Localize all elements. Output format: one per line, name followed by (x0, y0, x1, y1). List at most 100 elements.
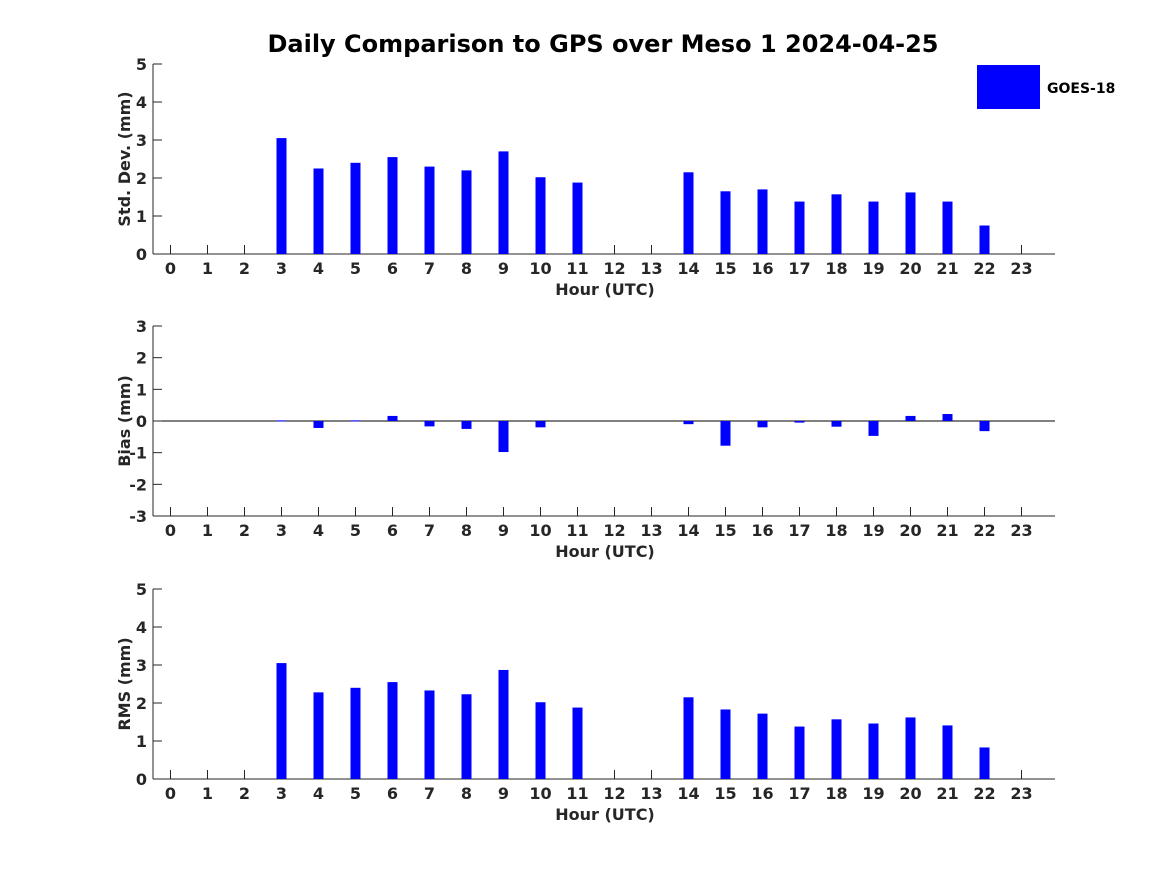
x-tick-label: 6 (387, 259, 398, 278)
y-tick-label: 1 (136, 207, 147, 226)
rms-bar-hour-20 (905, 717, 916, 779)
x-tick-label: 23 (1010, 521, 1032, 540)
bias-bar-hour-22 (979, 421, 990, 432)
std-dev-bar-hour-11 (572, 182, 583, 254)
rms-bar-hour-10 (535, 702, 546, 779)
std-dev-bar-hour-19 (868, 201, 879, 254)
x-tick-label: 4 (313, 784, 324, 803)
bias-bar-hour-18 (831, 421, 842, 427)
rms-bar-hour-19 (868, 723, 879, 779)
x-tick-label: 1 (202, 521, 213, 540)
y-axis-label: Std. Dev. (mm) (115, 91, 134, 226)
y-tick-label: 3 (136, 317, 147, 336)
legend: GOES-18 (977, 65, 1115, 109)
std-dev-bar-hour-17 (794, 201, 805, 254)
x-tick-label: 20 (899, 784, 921, 803)
x-axis-label: Hour (UTC) (555, 542, 655, 561)
y-tick-label: 0 (136, 412, 147, 431)
legend-swatch (977, 65, 1040, 109)
x-tick-label: 3 (276, 521, 287, 540)
y-tick-label: 5 (136, 580, 147, 599)
x-tick-label: 20 (899, 521, 921, 540)
x-tick-label: 18 (825, 784, 847, 803)
rms-bar-hour-16 (757, 713, 768, 779)
x-tick-label: 15 (714, 784, 736, 803)
x-tick-label: 11 (566, 521, 588, 540)
x-tick-label: 13 (640, 259, 662, 278)
rms-bar-hour-9 (498, 669, 509, 779)
rms-bar-hour-6 (387, 682, 398, 779)
x-axis-label: Hour (UTC) (555, 805, 655, 824)
y-tick-label: 4 (136, 93, 147, 112)
x-tick-label: 22 (973, 521, 995, 540)
x-tick-label: 21 (936, 784, 958, 803)
y-tick-label: -2 (129, 475, 147, 494)
std-dev-bar-hour-18 (831, 194, 842, 254)
x-tick-label: 0 (165, 259, 176, 278)
x-tick-label: 19 (862, 521, 884, 540)
x-tick-label: 11 (566, 259, 588, 278)
bias-bar-hour-3 (276, 420, 287, 422)
x-tick-label: 8 (461, 259, 472, 278)
x-tick-label: 11 (566, 784, 588, 803)
x-tick-label: 14 (677, 521, 699, 540)
bias-bar-hour-9 (498, 421, 509, 453)
x-tick-label: 7 (424, 784, 435, 803)
bias-bar-hour-17 (794, 421, 805, 423)
x-tick-label: 4 (313, 521, 324, 540)
std-dev-bar-hour-5 (350, 162, 361, 254)
std-dev-bar-hour-6 (387, 157, 398, 254)
x-axis-label: Hour (UTC) (555, 280, 655, 299)
y-tick-label: 2 (136, 169, 147, 188)
rms-bar-hour-11 (572, 707, 583, 779)
rms-bar-hour-3 (276, 663, 287, 779)
rms-bar-hour-4 (313, 692, 324, 779)
x-tick-label: 2 (239, 521, 250, 540)
x-tick-label: 8 (461, 784, 472, 803)
rms-bar-hour-5 (350, 687, 361, 779)
x-tick-label: 4 (313, 259, 324, 278)
x-tick-label: 3 (276, 259, 287, 278)
y-axis-label: Bias (mm) (115, 375, 134, 467)
std-dev-bar-hour-16 (757, 189, 768, 254)
bias-bar-hour-21 (942, 414, 953, 421)
y-tick-label: 0 (136, 245, 147, 264)
x-tick-label: 18 (825, 259, 847, 278)
bias-bar-hour-14 (683, 421, 694, 425)
rms-bar-hour-21 (942, 725, 953, 779)
x-tick-label: 5 (350, 521, 361, 540)
x-tick-label: 12 (603, 259, 625, 278)
y-tick-label: 5 (136, 55, 147, 74)
std-dev-bar-hour-14 (683, 172, 694, 254)
x-tick-label: 23 (1010, 259, 1032, 278)
rms-bar-hour-22 (979, 747, 990, 779)
x-tick-label: 19 (862, 784, 884, 803)
std-dev-bar-hour-7 (424, 166, 435, 254)
x-tick-label: 5 (350, 784, 361, 803)
y-tick-label: 2 (136, 694, 147, 713)
x-tick-label: 12 (603, 521, 625, 540)
x-tick-label: 13 (640, 784, 662, 803)
bias-bar-hour-6 (387, 415, 398, 421)
x-tick-label: 17 (788, 259, 810, 278)
x-tick-label: 5 (350, 259, 361, 278)
std-dev-bar-hour-8 (461, 170, 472, 254)
std-dev-bar-hour-3 (276, 138, 287, 254)
x-tick-label: 15 (714, 259, 736, 278)
x-tick-label: 14 (677, 784, 699, 803)
bias-bar-hour-15 (720, 421, 731, 446)
x-tick-label: 10 (529, 784, 551, 803)
x-tick-label: 2 (239, 259, 250, 278)
x-tick-label: 8 (461, 521, 472, 540)
x-tick-label: 1 (202, 259, 213, 278)
x-tick-label: 22 (973, 259, 995, 278)
x-tick-label: 6 (387, 521, 398, 540)
rms-bar-hour-7 (424, 690, 435, 779)
y-tick-label: -3 (129, 507, 147, 526)
rms-bar-hour-14 (683, 697, 694, 779)
y-tick-label: -1 (129, 444, 147, 463)
rms-bar-hour-18 (831, 719, 842, 779)
